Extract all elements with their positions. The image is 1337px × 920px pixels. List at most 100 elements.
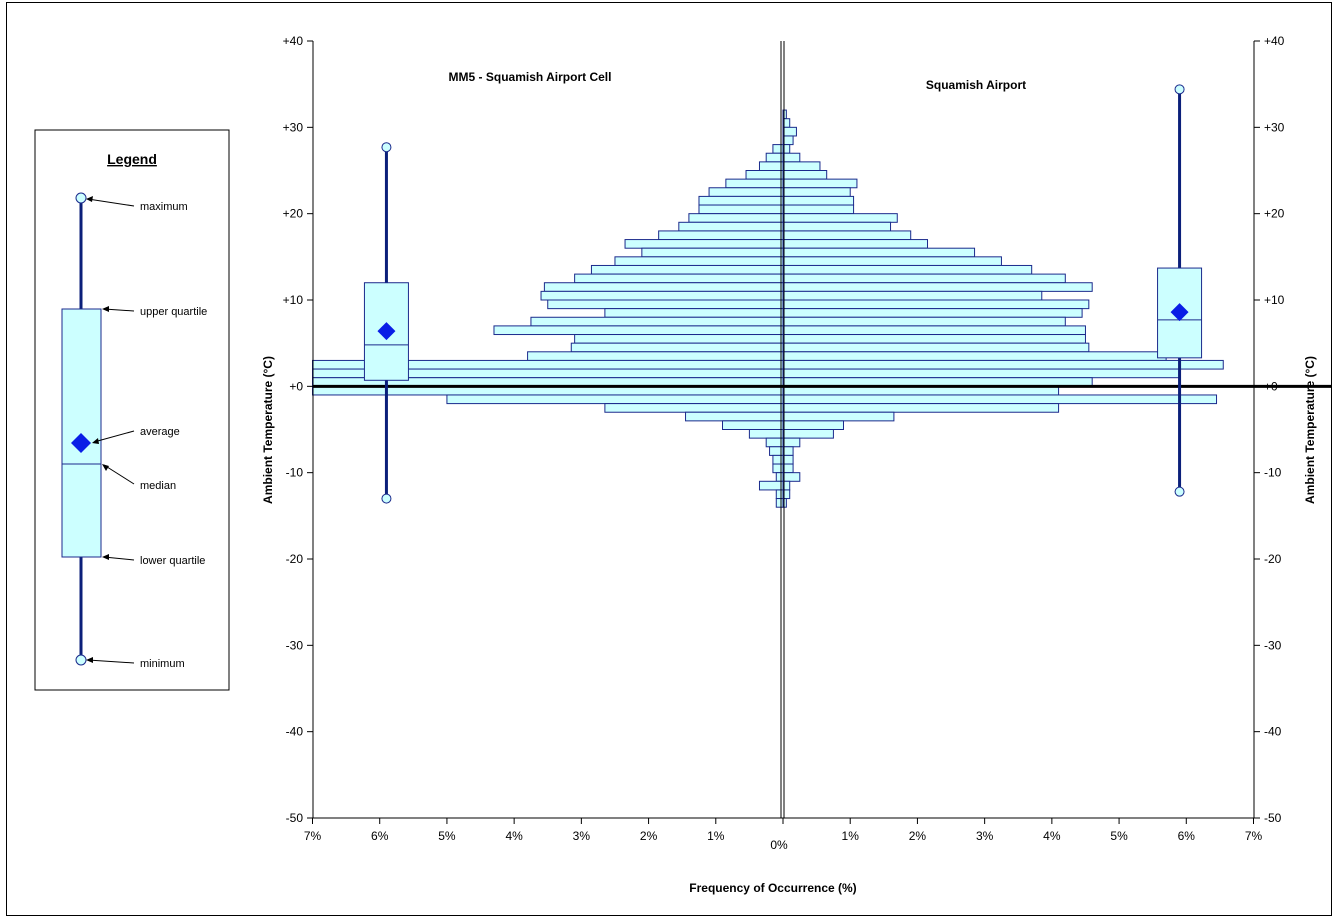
histogram-bar-left-26: [574, 334, 784, 344]
histogram-bar-right-2: [782, 126, 797, 137]
histogram-bar-right-12: [782, 213, 898, 223]
histogram-bar-left-33: [446, 394, 784, 405]
histogram-bar-right-45: [782, 498, 787, 508]
y-tick-label-left-0: +40: [283, 34, 304, 48]
y-axis-title-right: Ambient Temperature (°C): [1303, 356, 1317, 504]
y-tick-label-left-6: -20: [286, 552, 304, 566]
x-tick-label-0: 7%: [304, 829, 322, 843]
histogram-bar-left-36: [722, 420, 784, 431]
histogram-bar-right-25: [782, 325, 1086, 336]
y-tick-label-right-4: +0: [1264, 379, 1278, 393]
y-tick-label-right-2: +20: [1264, 207, 1285, 221]
histogram-bar-left-35: [685, 411, 784, 422]
histogram-bar-right-24: [782, 316, 1066, 327]
y-tick-label-right-3: +10: [1264, 293, 1285, 307]
legend-label-average: average: [140, 426, 180, 438]
histogram-bar-right-30: [782, 368, 1181, 379]
histogram-bar-right-7: [782, 170, 828, 180]
y-tick-label-right-6: -20: [1264, 552, 1282, 566]
y-tick-label-right-8: -40: [1264, 725, 1282, 739]
x-tick-label-11: 4%: [1043, 829, 1061, 843]
legend-arrowhead-maximum: [86, 196, 93, 202]
histogram-bar-right-14: [782, 230, 912, 241]
histogram-bar-right-40: [782, 454, 794, 465]
x-tick-label-14: 7%: [1245, 829, 1263, 843]
histogram-bar-left-9: [708, 187, 784, 197]
histogram-bar-left-14: [658, 230, 784, 241]
legend-max-marker: [75, 192, 87, 204]
histogram-bar-left-23: [604, 308, 784, 318]
legend-label-maximum: maximum: [140, 201, 188, 213]
histogram-bar-right-10: [782, 195, 855, 206]
histogram-bar-right-15: [782, 239, 929, 249]
histogram-bar-right-41: [782, 463, 794, 474]
y-axis-title-left: Ambient Temperature (°C): [261, 356, 275, 504]
histogram-bar-right-27: [782, 342, 1090, 353]
legend-arrowhead-median: [102, 464, 109, 471]
histogram-bar-right-20: [782, 282, 1093, 292]
box-max-left: [381, 142, 392, 153]
legend-box: [61, 308, 102, 558]
histogram-bar-left-7: [745, 170, 784, 180]
histogram-bar-left-5: [765, 152, 784, 163]
histogram-bar-left-25: [493, 325, 784, 336]
y-tick-label-left-9: -50: [286, 811, 304, 825]
y-tick-label-left-3: +10: [283, 293, 304, 307]
histogram-bar-left-16: [641, 247, 784, 258]
legend-min-marker: [75, 654, 87, 666]
box-plot-left: [363, 142, 409, 504]
x-tick-label-4: 3%: [573, 829, 591, 843]
series-title-right: Squamish Airport: [926, 78, 1026, 92]
legend-arrowhead-average: [92, 438, 99, 444]
y-tick-label-left-2: +20: [283, 207, 304, 221]
histogram-bar-left-12: [688, 213, 784, 223]
x-tick-label-6: 1%: [707, 829, 725, 843]
legend-arrow-median: [103, 464, 135, 485]
legend-arrowhead-lower-quartile: [102, 554, 109, 560]
histogram-bar-left-22: [547, 299, 784, 310]
legend-average-marker: [71, 433, 91, 453]
legend-arrowhead-upper-quartile: [102, 306, 109, 312]
legend-label-minimum: minimum: [140, 658, 185, 670]
histogram-bar-right-5: [782, 152, 801, 163]
histogram-bar-left-38: [765, 437, 784, 448]
histogram-bar-right-34: [782, 403, 1060, 413]
histogram-bar-right-22: [782, 299, 1090, 310]
y-tick-label-left-5: -10: [286, 466, 304, 480]
histogram-bar-right-9: [782, 187, 851, 197]
histogram-bar-left-17: [614, 256, 784, 266]
histogram-bar-right-6: [782, 161, 821, 172]
y-tick-label-right-0: +40: [1264, 34, 1285, 48]
histogram-bar-left-24: [530, 316, 784, 327]
legend-arrowhead-minimum: [86, 657, 93, 663]
histogram-bar-right-26: [782, 334, 1086, 344]
histogram-bar-right-11: [782, 204, 855, 215]
legend-arrow-minimum: [87, 659, 135, 664]
legend-arrow-maximum: [87, 198, 135, 207]
histogram-bar-left-21: [540, 290, 784, 301]
legend-title: Legend: [107, 151, 157, 167]
x-tick-label-1: 6%: [371, 829, 389, 843]
x-tick-label-8: 1%: [842, 829, 860, 843]
legend-label-median: median: [140, 480, 176, 492]
histogram-bar-right-38: [782, 437, 801, 448]
histogram-bar-left-37: [748, 429, 784, 439]
histogram-bar-right-21: [782, 290, 1043, 301]
histogram-bar-left-11: [698, 204, 784, 215]
histogram-bar-left-27: [570, 342, 784, 353]
box-plots: [363, 84, 1203, 504]
histogram-bar-left-13: [678, 221, 784, 232]
histogram-bar-right-29: [782, 359, 1224, 370]
histogram-bar-left-45: [775, 498, 784, 508]
histogram-bar-left-6: [758, 161, 784, 172]
histogram-bar-left-18: [590, 264, 784, 275]
y-tick-label-left-8: -40: [286, 725, 304, 739]
histogram-bars: [312, 109, 1224, 508]
histogram-bar-left-20: [543, 282, 784, 292]
box-average-right: [1170, 303, 1189, 322]
axes: +40 +40 +30 +30 +20 +20 +10 +10 +0 +0 -10 -10 -20 -20…: [283, 34, 1331, 852]
x-tick-label-7: 0%: [770, 838, 788, 852]
histogram-bar-left-44: [775, 489, 784, 500]
y-tick-label-right-7: -30: [1264, 638, 1282, 652]
